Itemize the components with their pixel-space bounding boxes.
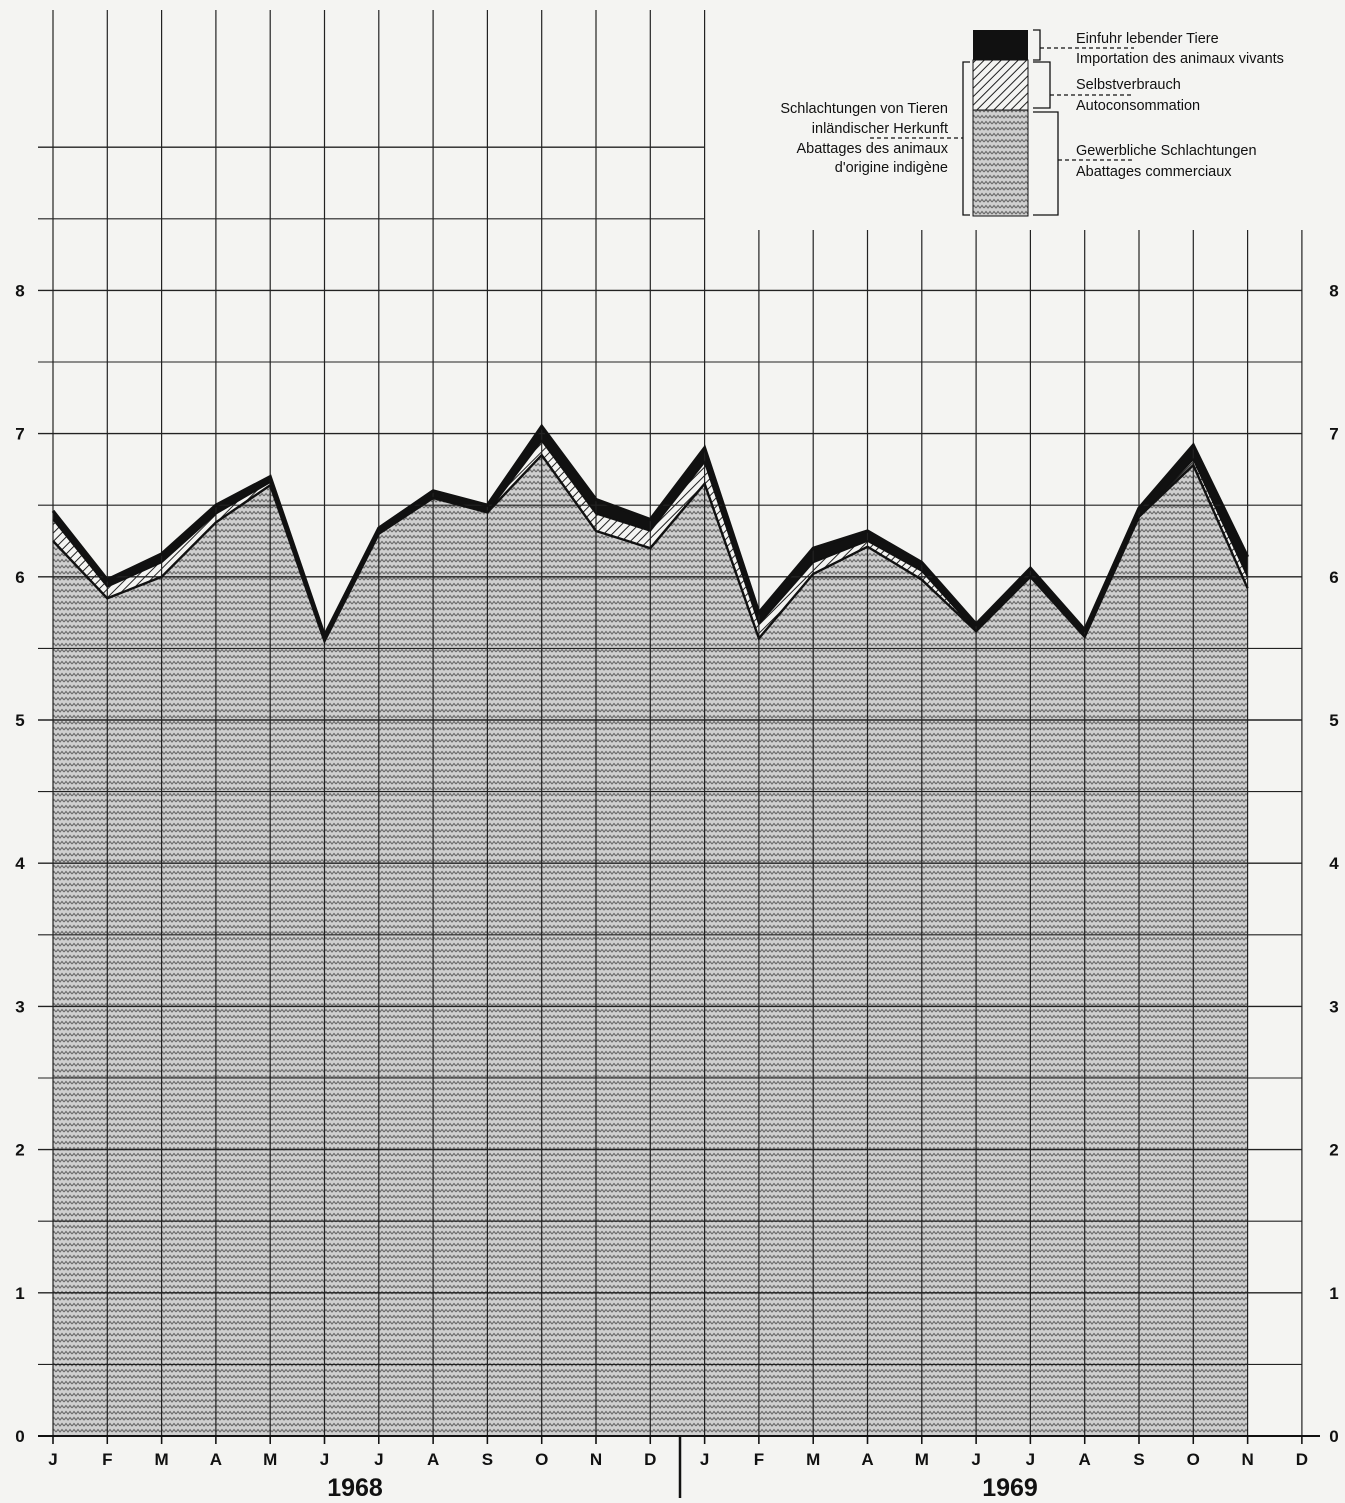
y-tick-left: 6 (15, 568, 24, 587)
y-tick-left: 2 (15, 1141, 24, 1160)
x-tick-label: O (1187, 1450, 1200, 1469)
y-tick-right: 5 (1329, 711, 1338, 730)
x-tick-label: O (535, 1450, 548, 1469)
x-tick-label: A (427, 1450, 439, 1469)
legend-label-self-fr: Autoconsommation (1076, 98, 1200, 114)
x-tick-label: A (210, 1450, 222, 1469)
legend: Einfuhr lebender Tiere Importation des an… (780, 29, 1284, 217)
legend-bracket-import (1033, 29, 1041, 61)
series-lines (51, 423, 1250, 645)
line-total (51, 423, 1250, 640)
x-tick-label: M (915, 1450, 929, 1469)
y-tick-right: 4 (1329, 854, 1339, 873)
legend-bracket-self (1033, 61, 1051, 109)
y-tick-right: 0 (1329, 1427, 1338, 1446)
grid (38, 10, 1303, 1444)
legend-swatch-commercial (972, 109, 1029, 217)
x-tick-label: M (263, 1450, 277, 1469)
line-commercial (52, 453, 1249, 645)
x-tick-label: S (482, 1450, 493, 1469)
x-tick-label: D (1296, 1450, 1308, 1469)
x-tick-label: F (754, 1450, 764, 1469)
legend-swatch-import (973, 30, 1028, 60)
legend-label-import-fr: Importation des animaux vivants (1076, 51, 1284, 67)
y-tick-left: 8 (15, 281, 24, 300)
x-tick-label: A (861, 1450, 873, 1469)
legend-label-import-de: Einfuhr lebender Tiere (1076, 31, 1219, 47)
x-tick-label: M (155, 1450, 169, 1469)
y-tick-right: 6 (1329, 568, 1338, 587)
y-tick-left: 3 (15, 997, 24, 1016)
legend-label-commercial-fr: Abattages commerciaux (1076, 164, 1232, 180)
y-tick-left: 7 (15, 425, 24, 444)
legend-swatch-self-consumption (972, 59, 1029, 111)
x-tick-label: M (806, 1450, 820, 1469)
legend-bracket-commercial (1033, 111, 1059, 216)
legend-label-indigenous-4: d'origine indigène (835, 160, 948, 176)
y-tick-left: 1 (15, 1284, 24, 1303)
y-tick-left: 5 (15, 711, 24, 730)
x-tick-label: N (590, 1450, 602, 1469)
axes: 0 0 1 1 2 2 3 3 4 4 5 5 6 6 7 7 8 8 J F M A M J J A S O N D J F M A M J J A S O… (15, 281, 1339, 1502)
x-tick-label: F (102, 1450, 112, 1469)
x-tick-label: J (700, 1450, 709, 1469)
x-tick-label: A (1079, 1450, 1091, 1469)
y-tick-right: 3 (1329, 997, 1338, 1016)
legend-label-indigenous-3: Abattages des animaux (796, 141, 948, 157)
y-tick-right: 7 (1329, 425, 1338, 444)
y-tick-right: 1 (1329, 1284, 1338, 1303)
x-tick-label: S (1133, 1450, 1144, 1469)
legend-label-commercial-de: Gewerbliche Schlachtungen (1076, 143, 1257, 159)
y-tick-right: 8 (1329, 281, 1338, 300)
year-label: 1968 (327, 1474, 383, 1502)
legend-label-indigenous-2: inländischer Herkunft (812, 121, 948, 137)
x-tick-label: J (971, 1450, 980, 1469)
legend-bracket-indigenous (962, 61, 970, 216)
x-tick-label: J (374, 1450, 383, 1469)
y-tick-left: 0 (15, 1427, 24, 1446)
x-tick-label: J (320, 1450, 329, 1469)
x-tick-label: D (644, 1450, 656, 1469)
x-tick-label: J (1026, 1450, 1035, 1469)
y-tick-left: 4 (15, 854, 25, 873)
x-tick-label: J (48, 1450, 57, 1469)
x-tick-label: N (1241, 1450, 1253, 1469)
legend-label-indigenous-1: Schlachtungen von Tieren (780, 101, 948, 117)
y-tick-right: 2 (1329, 1141, 1338, 1160)
legend-label-self-de: Selbstverbrauch (1076, 77, 1181, 93)
year-label: 1969 (982, 1474, 1038, 1502)
